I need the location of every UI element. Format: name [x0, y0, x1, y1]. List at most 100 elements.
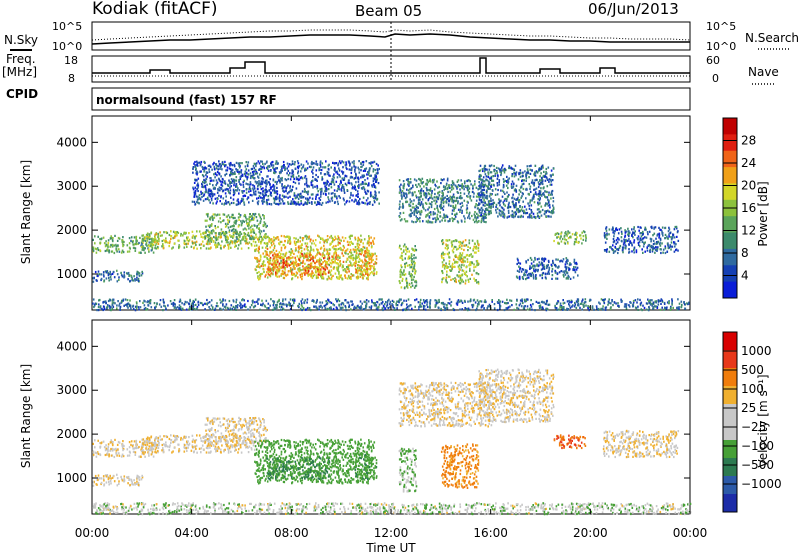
data-cell [241, 174, 244, 177]
data-cell [368, 244, 370, 247]
data-cell [320, 268, 322, 271]
data-cell [314, 201, 316, 204]
data-cell [194, 241, 196, 244]
data-cell [260, 230, 263, 233]
data-cell [307, 268, 310, 271]
data-cell [343, 189, 345, 192]
data-cell [356, 190, 359, 193]
data-cell [550, 178, 552, 181]
data-cell [403, 269, 405, 272]
data-cell [202, 194, 205, 197]
data-cell [222, 189, 225, 192]
data-cell [562, 258, 565, 261]
data-cell [507, 180, 510, 183]
data-cell [154, 238, 157, 241]
data-cell [171, 247, 173, 250]
data-cell [309, 259, 312, 262]
data-cell [235, 219, 238, 222]
data-cell [442, 257, 445, 260]
data-cell [345, 184, 348, 187]
data-cell [245, 168, 248, 171]
data-cell [301, 278, 303, 281]
data-cell [239, 242, 242, 245]
data-cell [525, 187, 528, 190]
data-cell [249, 226, 252, 229]
data-cell [358, 252, 361, 255]
data-cell [279, 257, 281, 260]
data-cell [465, 244, 468, 247]
data-cell [219, 200, 221, 203]
data-cell [245, 219, 247, 222]
data-cell [367, 273, 369, 277]
data-cell [253, 187, 256, 190]
data-cell [339, 162, 342, 165]
data-cell [551, 179, 554, 182]
data-cell [229, 181, 232, 184]
data-cell [451, 197, 453, 200]
data-cell [418, 190, 420, 193]
data-cell [330, 192, 333, 195]
data-cell [367, 184, 369, 187]
data-cell [195, 240, 198, 243]
data-cell [205, 225, 207, 228]
data-cell [202, 244, 205, 247]
data-cell [104, 245, 107, 248]
data-cell [274, 255, 277, 258]
data-cell [157, 245, 159, 249]
data-cell [284, 262, 287, 265]
data-cell [262, 162, 264, 166]
data-cell [366, 261, 368, 264]
data-cell [430, 194, 433, 197]
data-cell [281, 179, 283, 182]
data-cell [463, 248, 465, 252]
data-cell [459, 202, 462, 205]
data-cell [153, 240, 155, 243]
data-cell [277, 269, 280, 272]
data-cell [477, 273, 480, 276]
data-cell [476, 221, 478, 224]
data-cell [118, 248, 120, 251]
data-cell [358, 171, 361, 174]
data-cell [252, 184, 254, 187]
data-cell [116, 280, 119, 283]
data-cell [420, 201, 423, 204]
data-cell [210, 197, 213, 200]
data-cell [315, 160, 318, 163]
data-cell [544, 258, 547, 261]
data-cell [298, 247, 300, 251]
data-cell [524, 205, 526, 208]
data-cell [260, 160, 262, 163]
data-cell [456, 274, 458, 277]
data-cell [345, 175, 348, 178]
data-cell [306, 272, 308, 275]
data-cell [252, 218, 255, 221]
data-cell [538, 168, 540, 171]
data-cell [221, 162, 224, 166]
data-cell [454, 204, 457, 207]
data-cell [249, 213, 251, 216]
data-cell [115, 243, 117, 246]
data-cell [460, 179, 462, 182]
data-cell [484, 173, 487, 176]
data-cell [402, 245, 405, 248]
data-cell [137, 242, 139, 245]
data-cell [280, 171, 282, 174]
data-cell [507, 209, 510, 212]
data-cell [461, 273, 464, 276]
data-cell [499, 204, 501, 207]
data-cell [352, 194, 354, 197]
data-cell [583, 231, 586, 234]
data-cell [240, 183, 242, 186]
data-cell [238, 166, 241, 169]
data-cell [251, 194, 253, 197]
data-cell [227, 201, 229, 204]
data-cell [370, 256, 373, 259]
data-cell [112, 270, 115, 273]
data-cell [217, 189, 220, 192]
data-cell [351, 257, 353, 260]
data-cell [451, 200, 453, 203]
data-cell [375, 272, 378, 275]
data-cell [399, 215, 401, 219]
data-cell [136, 276, 138, 279]
data-cell [550, 215, 552, 218]
